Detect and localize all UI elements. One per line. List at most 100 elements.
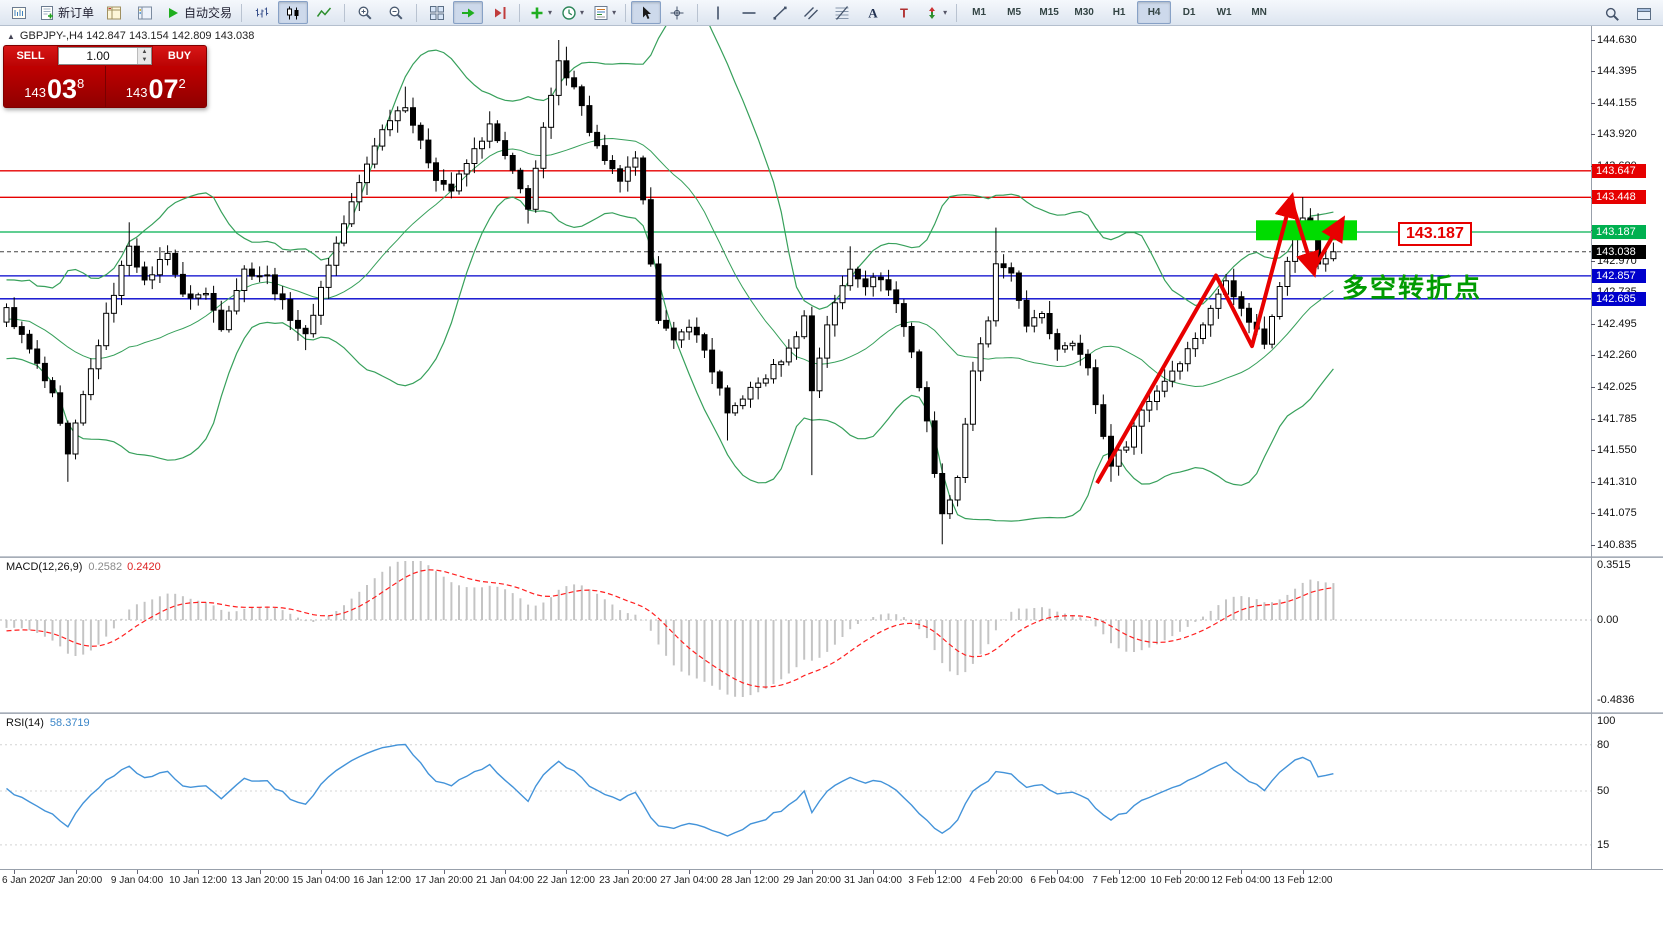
- tile-windows-button[interactable]: [422, 1, 452, 24]
- trend-arrow[interactable]: [1311, 215, 1346, 272]
- timeframe-m1-button[interactable]: M1: [972, 7, 987, 18]
- line-chart-button[interactable]: [309, 1, 339, 24]
- volume-value[interactable]: 1.00: [86, 49, 110, 63]
- trendline-button[interactable]: [765, 1, 795, 24]
- text-button[interactable]: A: [858, 1, 888, 24]
- price-scale-label: 142.260: [1597, 349, 1637, 361]
- auto-trading-button[interactable]: 自动交易: [161, 1, 236, 24]
- svg-text:T: T: [900, 5, 908, 20]
- rsi-panel-canvas[interactable]: [0, 714, 1591, 868]
- chart-shift-icon: [491, 5, 507, 21]
- price-line-label: 143.187: [1592, 225, 1646, 239]
- crosshair-button[interactable]: [662, 1, 692, 24]
- cursor-button[interactable]: [631, 1, 662, 24]
- time-axis-tick: [76, 870, 77, 874]
- channel-button[interactable]: [796, 1, 826, 24]
- price-scale-label: 141.075: [1597, 507, 1637, 519]
- timeframe-h4-button[interactable]: H4: [1137, 1, 1172, 24]
- buy-button[interactable]: BUY: [153, 46, 206, 66]
- new-order-button[interactable]: 新订单: [35, 1, 98, 24]
- price-scale-label: 142.025: [1597, 381, 1637, 393]
- rsi-line: [6, 743, 1334, 837]
- turning-point-annotation[interactable]: 多空转折点: [1342, 273, 1483, 303]
- window-icon: [1636, 6, 1652, 22]
- time-axis-tick: [750, 870, 751, 874]
- arrows-icon: [924, 5, 940, 21]
- macd-scale-label: -0.4836: [1597, 694, 1635, 706]
- one-click-toggle-icon[interactable]: ▲: [7, 31, 15, 41]
- main-chart-canvas[interactable]: [0, 26, 1591, 556]
- trend-arrow[interactable]: [1289, 199, 1320, 278]
- trend-arrow[interactable]: [1095, 191, 1298, 485]
- price-scale-tick: [1591, 482, 1595, 483]
- periods-button[interactable]: ▾: [557, 1, 588, 24]
- bollinger-upper: [6, 26, 1334, 310]
- volume-input[interactable]: 1.00 ▲ ▼: [58, 47, 152, 65]
- indicators-button[interactable]: ▾: [525, 1, 556, 24]
- macd-title: MACD(12,26,9) 0.2582 0.2420: [6, 561, 161, 573]
- timeframe-m30-button[interactable]: M30: [1074, 7, 1094, 18]
- time-axis-tick: [1180, 870, 1181, 874]
- templates-button[interactable]: ▾: [589, 1, 620, 24]
- window-button[interactable]: [1629, 2, 1659, 25]
- panel-splitter[interactable]: [0, 712, 1663, 714]
- time-axis-label: 7 Jan 20:00: [49, 875, 103, 886]
- chart-shift-button[interactable]: [484, 1, 514, 24]
- timeframe-h1-button[interactable]: H1: [1112, 7, 1126, 18]
- price-line-label: 142.685: [1592, 292, 1646, 306]
- symbol-ohlc-readout: ▲ GBPJPY-,H4 142.847 143.154 142.809 143…: [7, 30, 254, 42]
- time-axis-label: 29 Jan 20:00: [783, 875, 841, 886]
- navigator-button[interactable]: [130, 1, 160, 24]
- panel-splitter[interactable]: [0, 556, 1663, 558]
- macd-scale-label: 0.00: [1597, 614, 1619, 626]
- price-scale-label: 142.495: [1597, 318, 1637, 330]
- timeframe-d1-button[interactable]: D1: [1182, 7, 1196, 18]
- fibonacci-button[interactable]: [827, 1, 857, 24]
- buy-price-big: 07: [148, 74, 179, 104]
- price-line-label: 143.448: [1592, 190, 1646, 204]
- arrows-button[interactable]: ▾: [920, 1, 951, 24]
- new-chart-button[interactable]: [4, 1, 34, 24]
- price-callout[interactable]: 143.187: [1398, 222, 1472, 246]
- zoom-out-button[interactable]: [381, 1, 411, 24]
- time-axis-tick: [260, 870, 261, 874]
- chart-window-icon: [11, 5, 27, 21]
- horizontal-line-button[interactable]: [734, 1, 764, 24]
- candles-icon: [285, 5, 301, 21]
- spinner-up-icon[interactable]: ▲: [138, 48, 151, 56]
- timeframe-m5-button[interactable]: M5: [1007, 7, 1022, 18]
- bar-chart-button[interactable]: [247, 1, 277, 24]
- time-axis-tick: [689, 870, 690, 874]
- volume-spinner[interactable]: ▲ ▼: [137, 48, 151, 64]
- time-axis-tick: [505, 870, 506, 874]
- bollinger-lower: [6, 196, 1334, 522]
- sell-price[interactable]: 143 03 8: [4, 66, 106, 107]
- macd-main-value: 0.2582: [88, 561, 123, 573]
- rsi-title: RSI(14) 58.3719: [6, 717, 90, 729]
- caret-down-icon: ▾: [612, 8, 617, 17]
- toolbar-separator: [697, 3, 699, 22]
- vertical-line-button[interactable]: [703, 1, 733, 24]
- timeframe-m15-button[interactable]: M15: [1039, 7, 1059, 18]
- candlestick-chart-button[interactable]: [278, 1, 309, 24]
- zoom-out-icon: [388, 5, 404, 21]
- time-axis-tick: [566, 870, 567, 874]
- rsi-scale-label: 15: [1597, 839, 1610, 851]
- timeframe-mn-button[interactable]: MN: [1251, 7, 1267, 18]
- time-axis-label: 10 Jan 12:00: [169, 875, 227, 886]
- market-watch-button[interactable]: [99, 1, 129, 24]
- label-button[interactable]: T: [889, 1, 919, 24]
- sell-button[interactable]: SELL: [4, 46, 57, 66]
- spinner-down-icon[interactable]: ▼: [138, 56, 151, 64]
- search-button[interactable]: [1597, 2, 1627, 25]
- timeframe-w1-button[interactable]: W1: [1216, 7, 1232, 18]
- macd-panel-canvas[interactable]: [0, 558, 1591, 712]
- cursor-icon: [638, 5, 654, 21]
- svg-text:A: A: [868, 5, 878, 20]
- buy-price[interactable]: 143 07 2: [106, 66, 207, 107]
- price-scale-tick: [1591, 103, 1595, 104]
- auto-scroll-button[interactable]: [453, 1, 484, 24]
- zoom-in-button[interactable]: [350, 1, 380, 24]
- price-scale-tick: [1591, 419, 1595, 420]
- rsi-scale-label: 100: [1597, 715, 1616, 727]
